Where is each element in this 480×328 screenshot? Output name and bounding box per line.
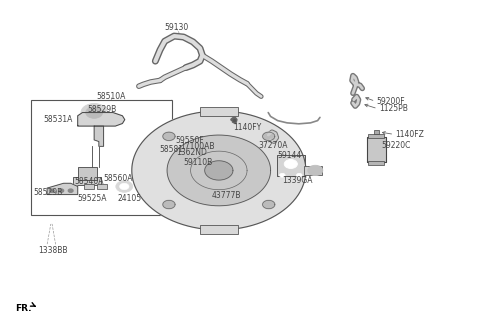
Circle shape bbox=[81, 104, 108, 122]
Bar bbox=[369, 134, 384, 138]
Circle shape bbox=[59, 189, 63, 192]
Circle shape bbox=[49, 189, 54, 192]
Text: 59525A: 59525A bbox=[78, 194, 107, 203]
Polygon shape bbox=[205, 161, 233, 180]
Text: 58529B: 58529B bbox=[33, 188, 62, 197]
Polygon shape bbox=[94, 126, 104, 146]
Text: 59550F: 59550F bbox=[175, 136, 204, 145]
Bar bbox=[276, 155, 305, 176]
Text: 1140FY: 1140FY bbox=[233, 123, 261, 132]
Text: 59144: 59144 bbox=[277, 152, 302, 160]
Bar bbox=[200, 225, 238, 234]
Polygon shape bbox=[132, 111, 306, 230]
Text: 37270A: 37270A bbox=[259, 141, 288, 150]
Circle shape bbox=[308, 165, 323, 175]
Bar bbox=[78, 167, 96, 180]
Text: 58540A: 58540A bbox=[74, 177, 104, 186]
Text: 43777B: 43777B bbox=[212, 191, 241, 200]
Text: 58531A: 58531A bbox=[43, 115, 73, 124]
Text: 59110B: 59110B bbox=[183, 158, 213, 167]
Circle shape bbox=[279, 173, 285, 177]
Text: 58510A: 58510A bbox=[96, 92, 125, 101]
Bar bbox=[374, 130, 379, 134]
Text: 1140FZ: 1140FZ bbox=[395, 130, 424, 139]
Polygon shape bbox=[47, 183, 78, 195]
Circle shape bbox=[86, 107, 103, 118]
Circle shape bbox=[116, 181, 133, 192]
Bar bbox=[96, 184, 107, 189]
Text: 58560A: 58560A bbox=[104, 174, 133, 183]
Bar bbox=[31, 100, 172, 215]
Circle shape bbox=[297, 173, 302, 177]
Text: 58581: 58581 bbox=[159, 145, 183, 154]
Bar bbox=[369, 161, 384, 165]
Text: 59220C: 59220C bbox=[381, 141, 410, 150]
Text: 1125PB: 1125PB bbox=[379, 104, 408, 113]
Circle shape bbox=[284, 159, 298, 169]
Text: 59200F: 59200F bbox=[376, 97, 405, 106]
Bar bbox=[84, 184, 94, 189]
Text: 1338BB: 1338BB bbox=[38, 246, 67, 255]
Text: 1362ND: 1362ND bbox=[177, 148, 207, 157]
Text: 58529B: 58529B bbox=[87, 106, 116, 114]
Bar bbox=[367, 137, 386, 162]
Text: 24105: 24105 bbox=[118, 194, 142, 203]
Polygon shape bbox=[78, 113, 125, 126]
Text: 59130: 59130 bbox=[164, 23, 189, 32]
Polygon shape bbox=[167, 135, 271, 206]
Polygon shape bbox=[163, 132, 175, 140]
Bar bbox=[303, 166, 323, 175]
Text: FR.: FR. bbox=[15, 304, 32, 313]
Circle shape bbox=[46, 217, 56, 223]
Text: 1339GA: 1339GA bbox=[282, 176, 313, 185]
Polygon shape bbox=[263, 200, 275, 209]
Circle shape bbox=[120, 183, 129, 190]
Polygon shape bbox=[263, 132, 275, 140]
Polygon shape bbox=[163, 200, 175, 209]
Text: 17100AB: 17100AB bbox=[180, 142, 214, 151]
Bar bbox=[73, 177, 101, 185]
Circle shape bbox=[68, 189, 73, 192]
Bar bbox=[200, 107, 238, 116]
